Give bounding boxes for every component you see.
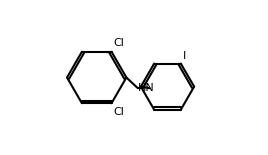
Text: Cl: Cl <box>113 38 124 48</box>
Text: HN: HN <box>138 83 155 93</box>
Text: I: I <box>183 51 186 61</box>
Text: Cl: Cl <box>113 107 124 117</box>
